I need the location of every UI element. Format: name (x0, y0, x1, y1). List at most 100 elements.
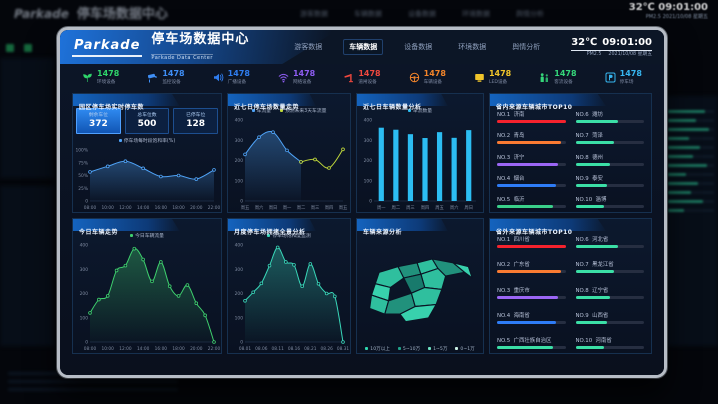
backdrop-nav-item: 车辆数据 (354, 10, 382, 18)
saturation-line-chart: 0 25% 50% 75% 100% 08:00 10:00 12:00 14:00 16:00 1… (73, 145, 221, 212)
stat-value: 1478 (227, 69, 250, 78)
device-stat: 1478 车辆设备 (409, 70, 446, 85)
stat-boxes: 剩余车位 372 总车位数 500 已停车位 128 (73, 106, 221, 136)
svg-text:400: 400 (235, 118, 244, 124)
rank-bar (575, 295, 644, 299)
rank-label: NO.9 泰安 (575, 175, 603, 182)
parking-stat-box: 已停车位 128 (173, 108, 219, 134)
temperature: 32℃ (571, 36, 598, 48)
rank-label: NO.2 广东省 (497, 262, 530, 269)
svg-text:22:00: 22:00 (208, 346, 221, 352)
svg-text:周日: 周日 (269, 205, 278, 211)
rank-bar (575, 245, 644, 248)
svg-text:200: 200 (364, 158, 373, 164)
rank-label: NO.8 辽宁省 (575, 287, 609, 294)
stat-value: 1478 (554, 69, 577, 78)
stat-value: 1478 (162, 69, 185, 78)
rank-label: NO.6 潍坊 (575, 112, 603, 118)
svg-text:周二: 周二 (392, 205, 401, 211)
panel-monthly-congestion: 月度停车场拥堵全景分析 停车场饱和度监测 0 100 200 300 400 08.01 0… (227, 218, 351, 354)
svg-text:周四: 周四 (325, 205, 334, 211)
box-value: 128 (186, 119, 206, 129)
parking-stat-box: 剩余车位 372 (76, 108, 121, 134)
rank-row: NO.8 德州 (575, 153, 644, 166)
rank-row: NO.3 济宁 (497, 153, 566, 166)
panel-title: 省内来源车辆城市TOP10 (496, 104, 573, 111)
svg-text:200: 200 (235, 158, 244, 164)
app-title: 停车场数据中心 (151, 31, 250, 47)
rank-bar (575, 205, 644, 208)
panel-realtime-parking: 园区停车场实时停车数 剩余车位 372 总车位数 500 已停车位 128 停车场每时段饱… (72, 93, 222, 213)
rank-list: NO.1 四川省 NO.6 河北省 NO.2 广东省 NO.7 黑龙江省 NO.3 重庆… (490, 231, 651, 353)
date: 2021/10/08 星期五 (608, 51, 652, 57)
device-stat: 1478 监控设备 (147, 69, 185, 85)
device-stat: 1478 客流设备 (539, 69, 577, 85)
rank-bar (497, 205, 566, 208)
panel-grid: 园区停车场实时停车数 剩余车位 372 总车位数 500 已停车位 128 停车场每时段饱… (60, 91, 664, 375)
svg-text:200: 200 (80, 291, 89, 297)
svg-text:10:00: 10:00 (102, 205, 115, 211)
panel-today-flow: 今日车辆走势 今日车辆流量 0 100 200 300 400 08:00 10:00 12:… (72, 218, 222, 354)
rank-label: NO.4 海南省 (497, 312, 530, 319)
rank-list: NO.1 济南 NO.6 潍坊 NO.2 青岛 NO.7 菏泽 NO.3 济宁 NO.8 … (490, 106, 651, 212)
rank-bar (575, 141, 644, 145)
svg-text:16:00: 16:00 (155, 205, 168, 211)
svg-text:100: 100 (80, 315, 89, 321)
rank-row: NO.4 海南省 (497, 311, 566, 324)
nav-item-link[interactable]: 设备数据 (404, 43, 433, 51)
backdrop-nav: 游客数据 车辆数据 设备数据 环境数据 舆情分析 (300, 9, 544, 19)
panel-title: 近七日停车场数量走势 (234, 104, 300, 111)
rank-label: NO.1 济南 (497, 112, 525, 118)
device-stat: 1478 广播设备 (213, 70, 250, 85)
panel-title: 月度停车场拥堵全景分析 (234, 229, 306, 236)
rank-label: NO.10 淄博 (575, 197, 607, 203)
svg-text:400: 400 (364, 118, 373, 124)
nav-item-link[interactable]: 游客数据 (294, 43, 323, 51)
time: 09:01:00 (602, 36, 652, 48)
legend-item: 车流数量 (407, 107, 432, 114)
nav-item-active[interactable]: 车辆数据 (343, 39, 384, 55)
dashboard-screen: Parkade 停车场数据中心 Parkade Data Center 游客数据… (60, 30, 664, 375)
rank-label: NO.7 菏泽 (575, 133, 603, 140)
svg-text:400: 400 (235, 243, 244, 249)
nav-item-link[interactable]: 舆情分析 (512, 43, 541, 51)
nav-item-link[interactable]: 环境数据 (458, 43, 487, 51)
backdrop-panel (0, 186, 54, 346)
people-flow-icon (539, 72, 550, 83)
svg-text:周一: 周一 (283, 205, 292, 211)
camera-icon (147, 72, 158, 83)
stat-value: 1478 (488, 69, 512, 78)
clock-block: 32℃ 09:01:00 PM2.5 2021/10/08 星期五 (571, 37, 652, 58)
svg-text:100: 100 (235, 178, 244, 184)
rank-row: NO.8 辽宁省 (575, 286, 644, 299)
chart-legend: 今日车辆流量 (73, 231, 221, 240)
chart-legend: 停车场饱和度监测 (228, 231, 350, 240)
svg-text:周四: 周四 (421, 205, 430, 211)
rank-label: NO.6 河北省 (575, 237, 609, 243)
backdrop-logo: Parkade 停车场数据中心 (14, 3, 168, 22)
backdrop-logo-text: Parkade (14, 7, 69, 21)
stat-value: 1478 (619, 69, 642, 78)
main-nav: 游客数据 车辆数据 设备数据 环境数据 舆情分析 (289, 39, 545, 55)
stat-label: 道闸设备 (358, 80, 377, 85)
stat-label: 停车场 (619, 80, 634, 85)
rank-row: NO.9 山西省 (575, 311, 644, 324)
rank-label: NO.4 烟台 (497, 175, 525, 182)
province-map (357, 231, 483, 344)
rank-row: NO.2 广东省 (497, 260, 566, 274)
stat-value: 1478 (97, 69, 120, 78)
map-legend-item: 0~1万 (455, 346, 475, 352)
backdrop-clock: 32℃ 09:01:00 PM2.5 2021/10/08 星期五 (628, 2, 708, 20)
parking-stat-box: 总车位数 500 (124, 108, 170, 134)
svg-text:400: 400 (80, 243, 89, 249)
barrier-icon (343, 72, 354, 83)
header: Parkade 停车场数据中心 Parkade Data Center 游客数据… (60, 30, 664, 64)
rank-row: NO.10 淄博 (575, 195, 644, 208)
svg-text:0: 0 (240, 340, 243, 346)
rank-label: NO.7 黑龙江省 (575, 262, 614, 269)
map-legend-item: 10万以上 (365, 346, 390, 352)
panel-title: 车辆来源分析 (363, 229, 403, 236)
backdrop-panel (0, 58, 54, 178)
rank-bar (497, 346, 566, 349)
svg-text:周五: 周五 (435, 205, 444, 211)
